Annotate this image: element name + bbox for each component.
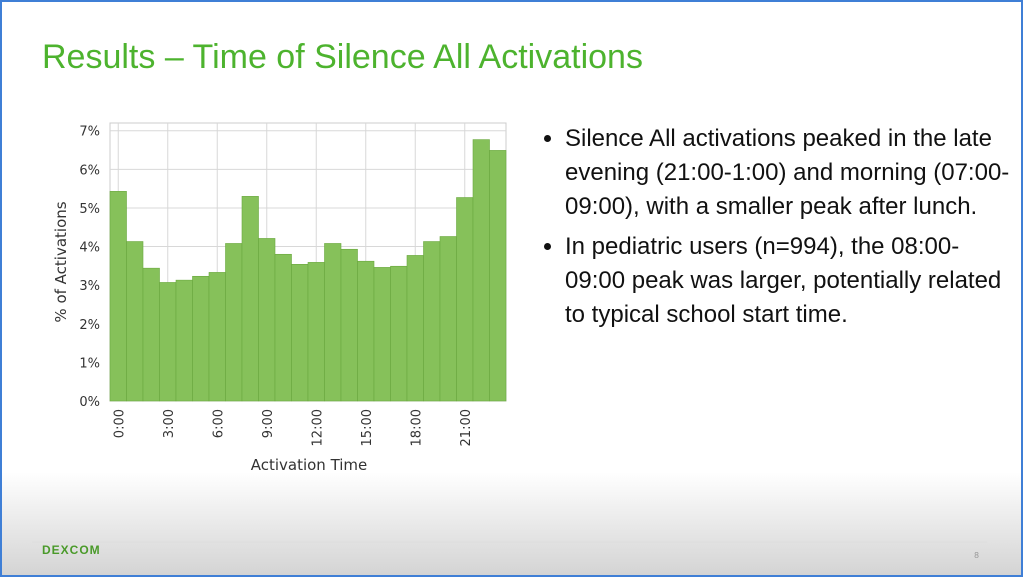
x-tick-label: 6:00 [211, 409, 226, 438]
y-tick-label: 4% [79, 241, 100, 256]
bar [423, 241, 441, 402]
x-tick-label: 15:00 [360, 409, 375, 446]
bar [192, 275, 210, 402]
x-tick-label: 3:00 [162, 409, 177, 438]
y-tick-label: 6% [79, 163, 100, 178]
bar [456, 197, 474, 402]
bar [406, 255, 424, 402]
bar [390, 265, 408, 402]
x-tick-label: 12:00 [310, 409, 325, 446]
bullet-list: Silence All activations peaked in the la… [532, 122, 1015, 338]
slide-title: Results – Time of Silence All Activation… [42, 38, 643, 76]
bar [258, 238, 276, 402]
bar [241, 196, 259, 402]
bar [291, 264, 309, 402]
bullet: Silence All activations peaked in the la… [565, 122, 1015, 224]
y-tick-label: 2% [79, 318, 100, 333]
logo: DEXCOM [42, 543, 101, 557]
bar [340, 248, 358, 402]
bar [142, 267, 160, 402]
y-tick-label: 0% [79, 395, 100, 410]
bar [175, 279, 193, 402]
y-tick-label: 7% [79, 125, 100, 140]
x-tick-label: 18:00 [409, 409, 424, 446]
bar [439, 236, 457, 402]
bar [109, 191, 127, 402]
y-tick-label: 1% [79, 356, 100, 371]
x-axis-label: Activation Time [251, 456, 368, 474]
bar [357, 260, 375, 402]
bar [373, 267, 391, 402]
bar [208, 272, 226, 402]
bar [225, 243, 243, 402]
bar [307, 262, 325, 402]
bullet: In pediatric users (n=994), the 08:00-09… [565, 230, 1015, 332]
x-tick-label: 9:00 [261, 409, 276, 438]
y-tick-label: 3% [79, 279, 100, 294]
y-tick-label: 5% [79, 202, 100, 217]
page-number: 8 [974, 551, 979, 560]
x-tick-label: 21:00 [459, 409, 474, 446]
y-axis-label: % of Activations [52, 201, 70, 322]
bar [324, 243, 342, 402]
bar [489, 150, 507, 402]
bar [472, 139, 490, 402]
x-tick-label: 0:00 [112, 409, 127, 438]
bar [126, 241, 144, 402]
bar [159, 282, 177, 402]
bar [274, 253, 292, 402]
